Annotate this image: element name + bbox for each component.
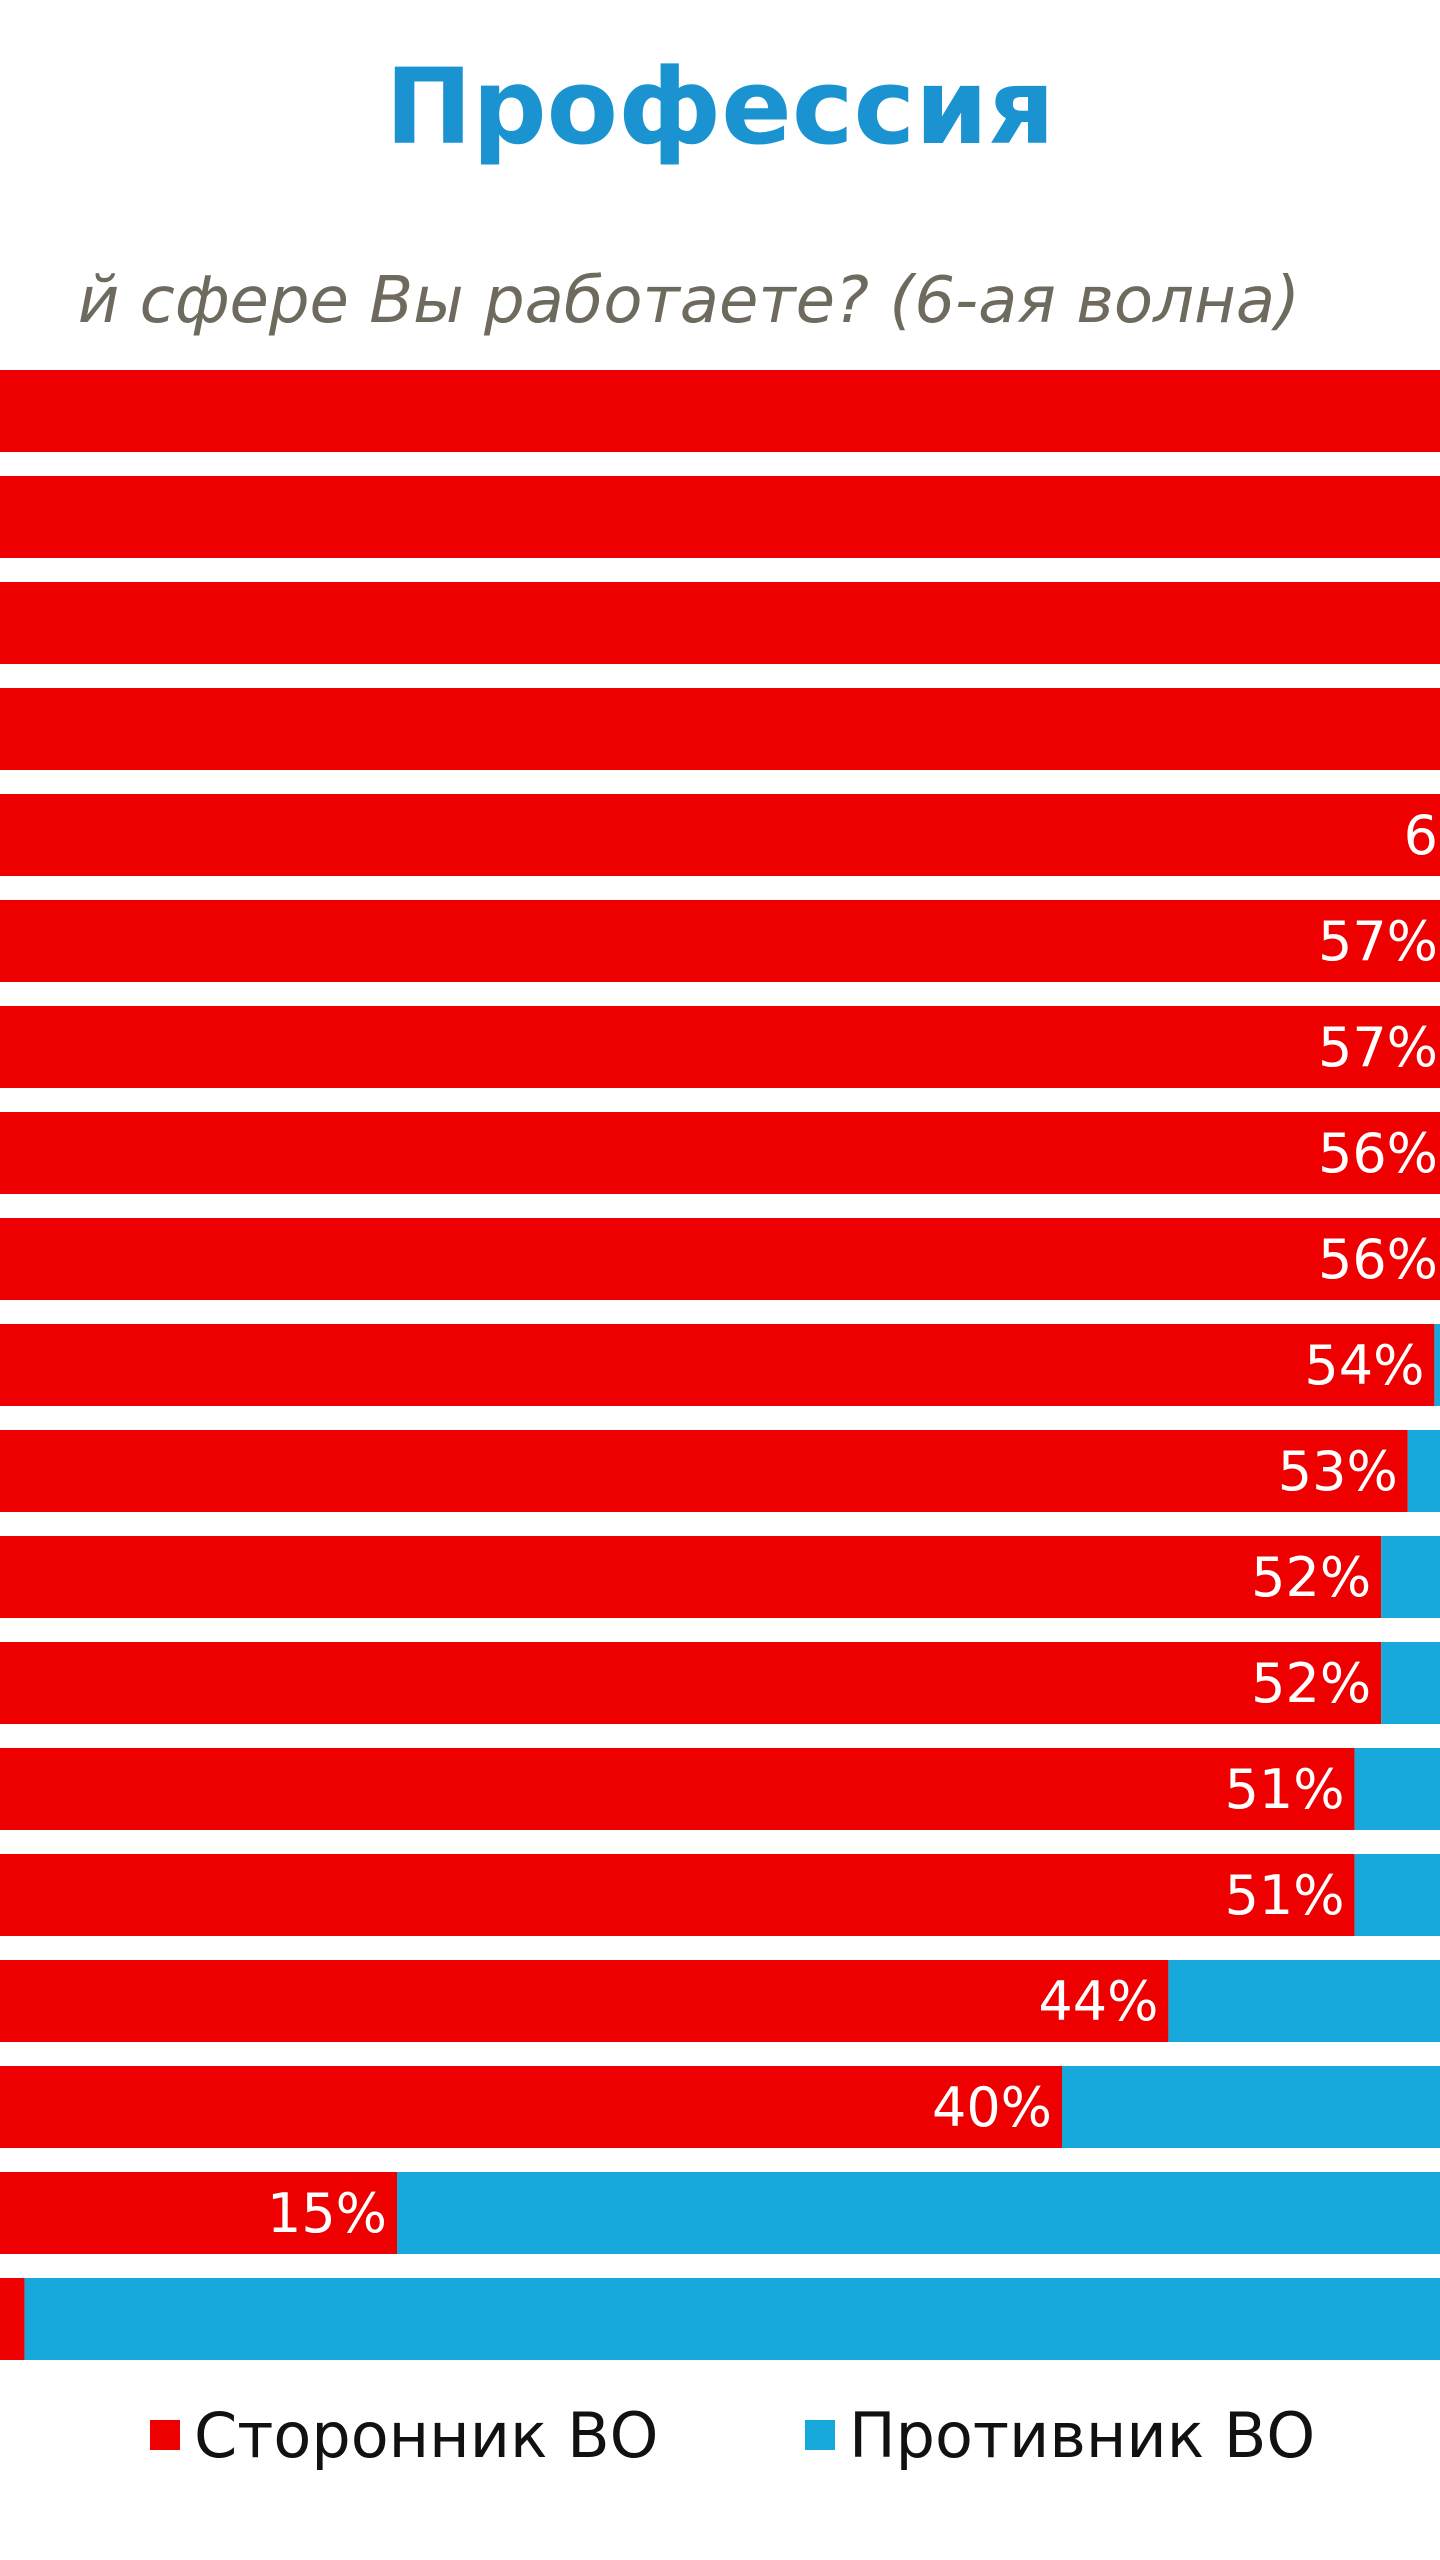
bar-opponent xyxy=(1062,2066,1440,2148)
bar-data-label: 52% xyxy=(1251,1652,1371,1715)
bar-data-label: 51% xyxy=(1225,1864,1345,1927)
bar-supporter xyxy=(0,2172,397,2254)
bar-supporter xyxy=(0,1748,1355,1830)
legend-swatch-opponent xyxy=(805,2420,835,2450)
bar-data-label: 56% xyxy=(1318,1228,1438,1291)
legend-item-supporter: Сторонник ВО xyxy=(150,2380,659,2490)
stacked-bar-chart: 6 57% 57% 56% 56% 54% 53% 52% 52% 51% 51% 44% 40% 15% xyxy=(0,370,1440,2360)
bar-data-label: 15% xyxy=(267,2182,387,2245)
bar-supporter xyxy=(0,1960,1169,2042)
bar-opponent xyxy=(1354,1748,1440,1830)
legend-swatch-supporter xyxy=(150,2420,180,2450)
bar-supporter xyxy=(0,688,1440,770)
bar-opponent xyxy=(397,2172,1440,2254)
bar-opponent xyxy=(1168,1960,1440,2042)
bar-data-label: 54% xyxy=(1304,1334,1424,1397)
bar-supporter xyxy=(0,1536,1382,1618)
chart-title: Профессия xyxy=(385,46,1055,168)
bar-opponent xyxy=(1381,1536,1440,1618)
bar-supporter xyxy=(0,1324,1435,1406)
bar-opponent xyxy=(24,2278,1440,2360)
chart-legend: Сторонник ВО Противник ВО xyxy=(0,2380,1440,2490)
bar-supporter xyxy=(0,1854,1355,1936)
bar-opponent xyxy=(1381,1642,1440,1724)
bar-opponent xyxy=(1434,1324,1440,1406)
legend-label-opponent: Противник ВО xyxy=(849,2398,1316,2472)
bar-supporter xyxy=(0,1430,1408,1512)
legend-label-supporter: Сторонник ВО xyxy=(194,2398,659,2472)
bar-supporter xyxy=(0,2278,25,2360)
bar-opponent xyxy=(1407,1430,1440,1512)
bar-supporter xyxy=(0,794,1440,876)
bar-opponent xyxy=(1354,1854,1440,1936)
bar-data-label: 40% xyxy=(932,2076,1052,2139)
bar-supporter xyxy=(0,370,1440,452)
bar-data-label: 56% xyxy=(1318,1122,1438,1185)
bar-data-label: 52% xyxy=(1251,1546,1371,1609)
chart-subtitle: й сфере Вы работаете? (6-ая волна) xyxy=(77,264,1300,338)
bar-supporter xyxy=(0,1006,1440,1088)
legend-item-opponent: Противник ВО xyxy=(805,2380,1315,2490)
bar-data-label: 57% xyxy=(1318,1016,1438,1079)
bar-supporter xyxy=(0,1642,1382,1724)
bar-data-label: 57% xyxy=(1318,910,1438,973)
bar-supporter xyxy=(0,900,1440,982)
bar-data-label: 53% xyxy=(1278,1440,1398,1503)
bar-supporter xyxy=(0,476,1440,558)
bar-supporter xyxy=(0,1218,1440,1300)
bar-supporter xyxy=(0,1112,1440,1194)
bar-data-label: 51% xyxy=(1225,1758,1345,1821)
bar-supporter xyxy=(0,582,1440,664)
bar-data-label: 44% xyxy=(1038,1970,1158,2033)
bar-data-label: 6 xyxy=(1404,804,1438,867)
bar-supporter xyxy=(0,2066,1062,2148)
